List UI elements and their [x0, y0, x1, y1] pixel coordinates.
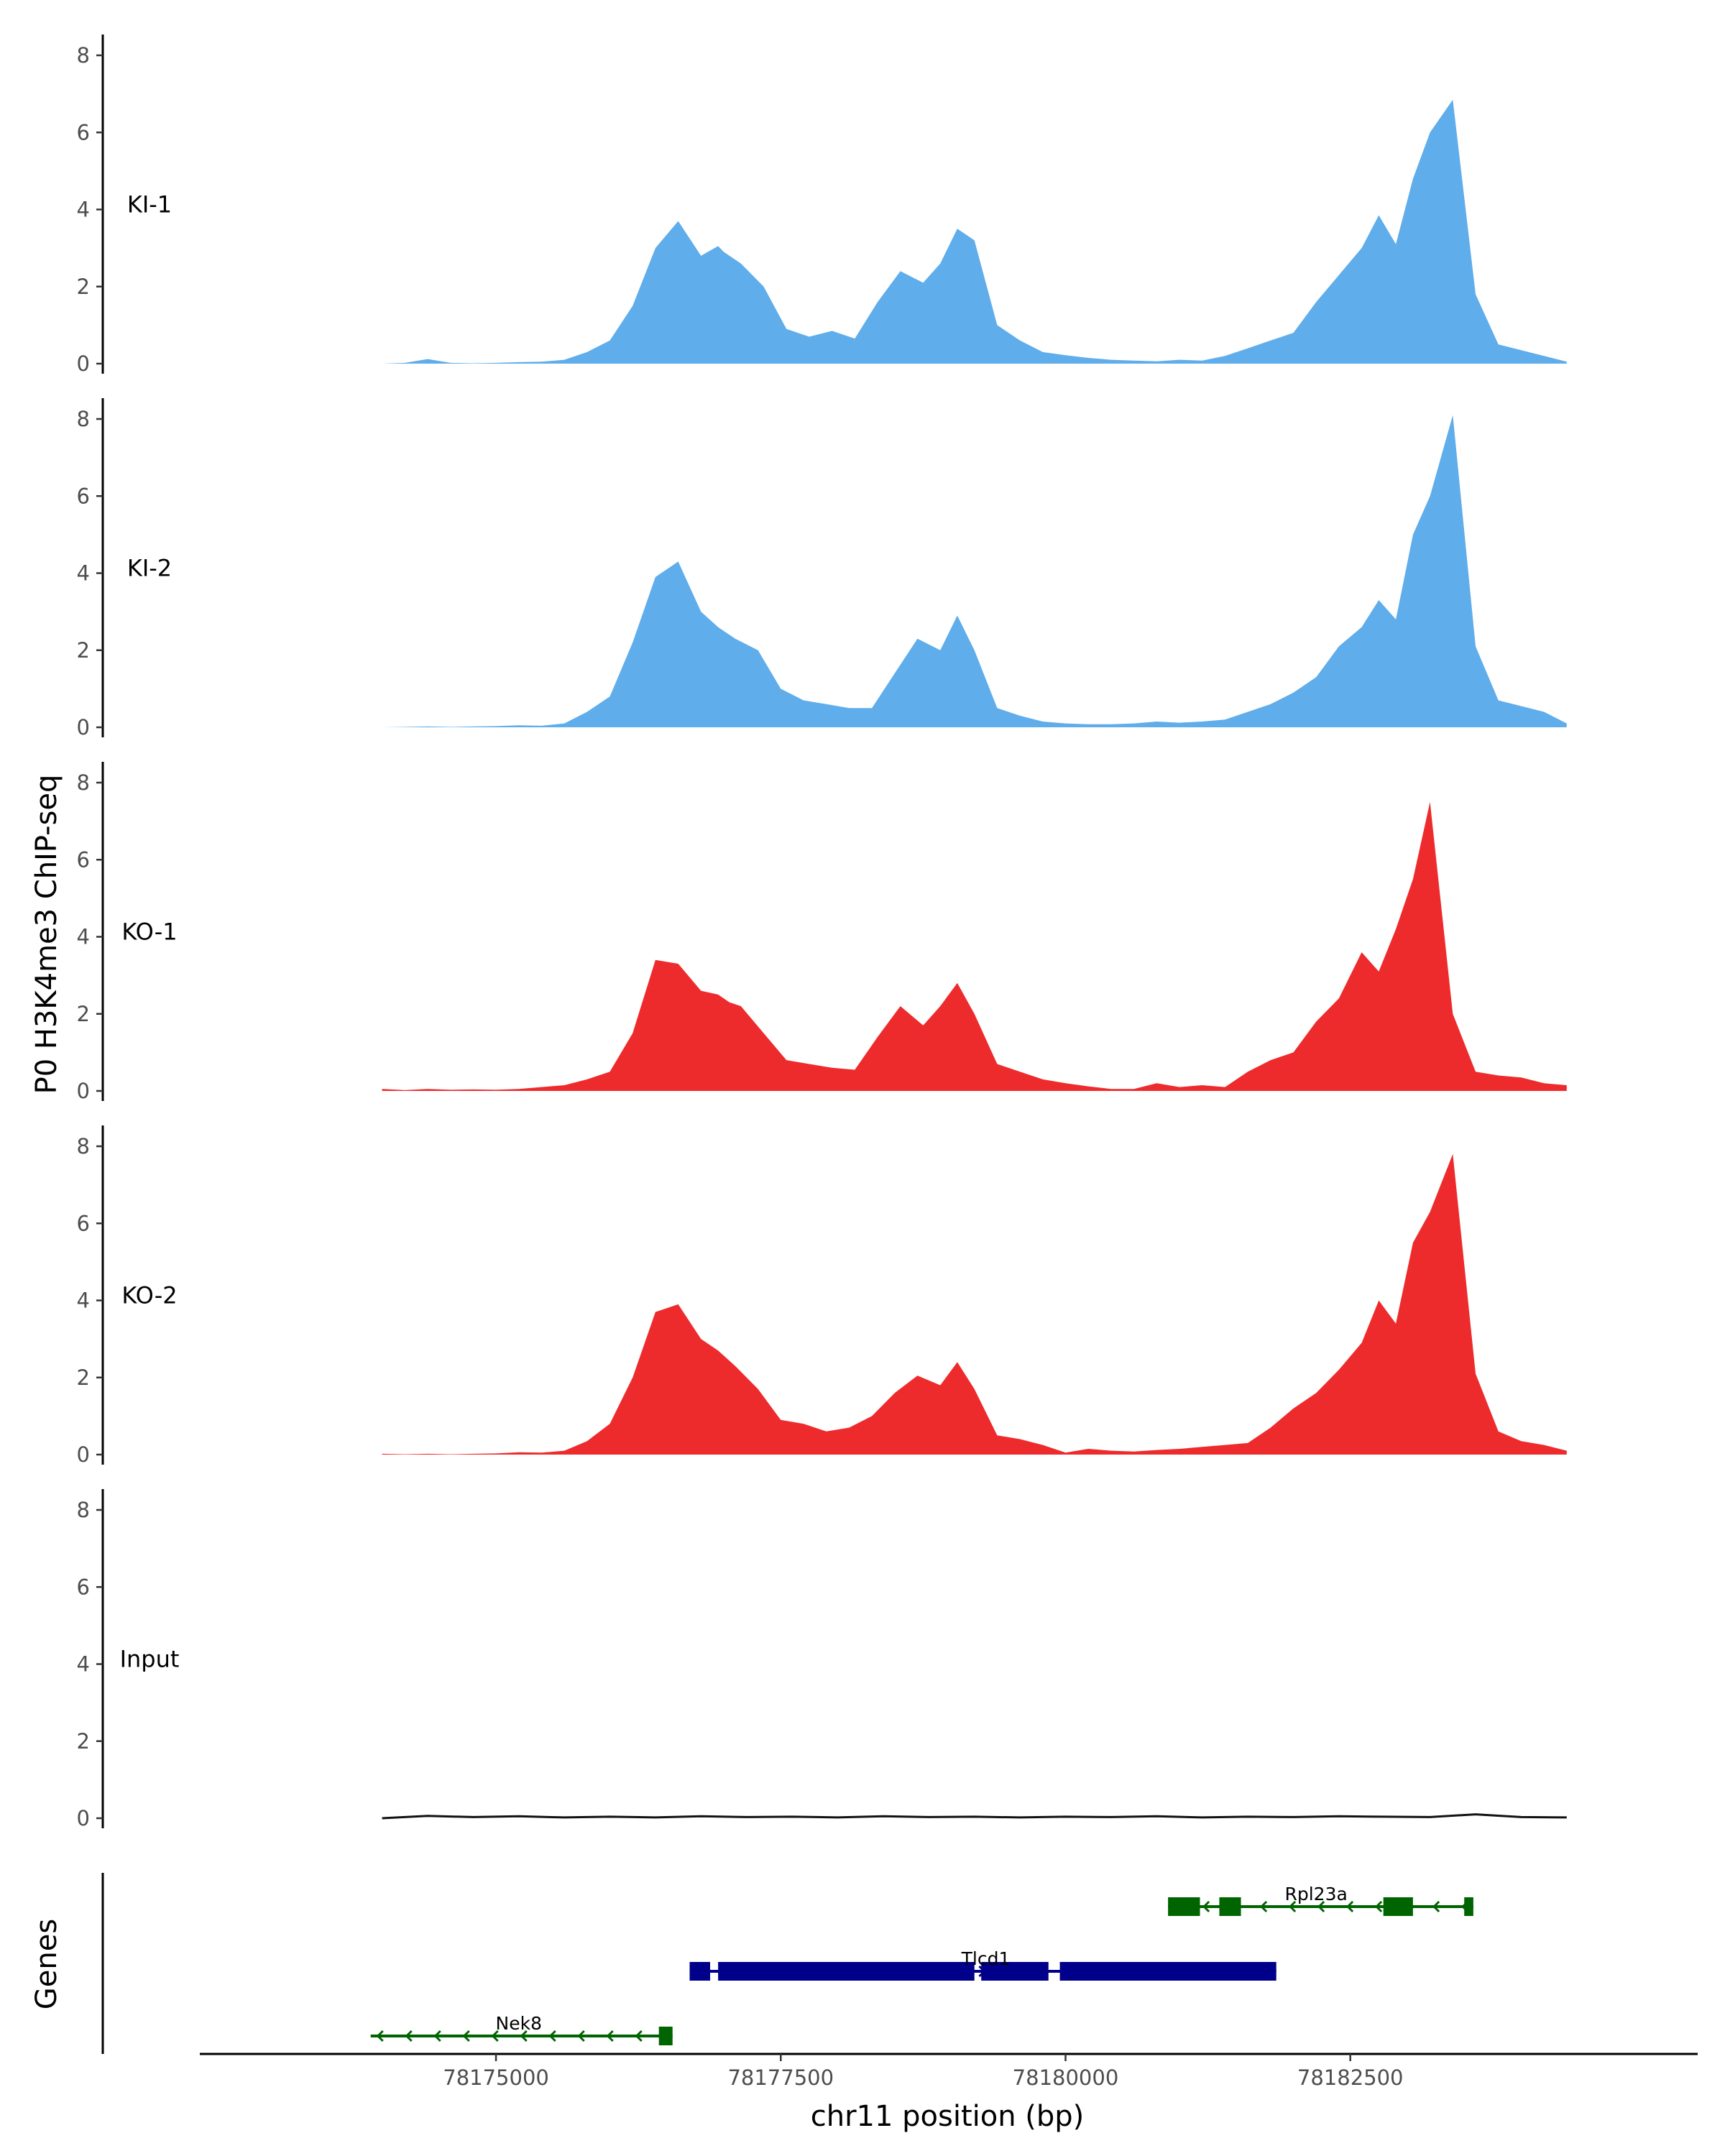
gene-exon: [689, 1962, 711, 1981]
y-tick-label: 0: [77, 1079, 90, 1103]
strand-arrow: [376, 2030, 384, 2042]
y-tick-label: 8: [77, 1498, 90, 1522]
y-tick-label: 6: [77, 1211, 90, 1235]
signal-line: [382, 1813, 1567, 1820]
y-tick-label: 8: [77, 1134, 90, 1158]
track-label: Input: [120, 1646, 180, 1673]
track-label: KI-2: [127, 555, 172, 582]
signal-area: [382, 415, 1567, 727]
strand-arrow: [433, 2030, 441, 2042]
strand-arrow: [548, 2030, 556, 2042]
strand-arrow: [635, 2030, 643, 2042]
signal-area: [382, 99, 1567, 364]
y-tick-label: 2: [77, 638, 90, 663]
y-tick-label: 4: [77, 1289, 90, 1313]
gene-label: Nek8: [496, 2013, 542, 2034]
track-label: KI-1: [127, 191, 172, 218]
y-tick-label: 2: [77, 275, 90, 299]
y-tick-label: 0: [77, 1442, 90, 1467]
strand-arrow: [577, 2030, 585, 2042]
gene-exon: [1059, 1962, 1276, 1981]
y-tick-label: 8: [77, 407, 90, 431]
gene-rpl23a: Rpl23a: [1168, 1884, 1473, 1916]
strand-arrow: [1317, 1900, 1325, 1913]
gene-exon: [718, 1962, 975, 1981]
strand-arrow: [606, 2030, 614, 2042]
y-tick-label: 6: [77, 120, 90, 144]
y-tick-label: 6: [77, 484, 90, 508]
track-ko-2: 0 2 4 6 8 KO-2: [77, 1125, 1567, 1467]
signal-tracks: 0 2 4 6 8 KI-1 0 2 4 6 8 KI-2 0 2 4 6 8 KO-1 0 2 4 6 8 KO-2 0 2 4 6…: [77, 34, 1567, 1830]
y-tick-label: 4: [77, 1652, 90, 1677]
y-tick-label: 6: [77, 1575, 90, 1599]
x-tick-label: 78182500: [1297, 2065, 1404, 2090]
gene-label: Tlcd1: [961, 1948, 1011, 1969]
track-label: KO-2: [121, 1282, 177, 1309]
x-tick-label: 78180000: [1013, 2065, 1119, 2090]
strand-arrow: [1374, 1900, 1383, 1913]
strand-arrow: [462, 2030, 470, 2042]
y-tick-label: 4: [77, 925, 90, 949]
y-tick-label: 8: [77, 43, 90, 68]
y-tick-label: 0: [77, 351, 90, 376]
y-tick-label: 0: [77, 1806, 90, 1830]
gene-tlcd1: Tlcd1: [689, 1948, 1276, 1981]
y-tick-label: 4: [77, 561, 90, 586]
gene-exon: [1464, 1897, 1473, 1916]
gene-label: Rpl23a: [1284, 1884, 1347, 1904]
y-axis-title: P0 H3K4me3 ChIP-seq: [30, 775, 63, 1095]
gene-exon: [1383, 1897, 1413, 1916]
track-ki-2: 0 2 4 6 8 KI-2: [77, 398, 1567, 740]
x-axis-title: chr11 position (bp): [811, 2100, 1085, 2133]
y-tick-label: 0: [77, 715, 90, 740]
strand-arrow: [520, 2030, 528, 2042]
strand-arrow: [1346, 1900, 1354, 1913]
gene-exon: [981, 1962, 1049, 1981]
strand-arrow: [1432, 1900, 1440, 1913]
strand-arrow: [405, 2030, 413, 2042]
gene-exon: [1168, 1897, 1200, 1916]
gene-exon: [1219, 1897, 1241, 1916]
genes-axis-title: Genes: [30, 1919, 63, 2009]
strand-arrow: [491, 2030, 499, 2042]
strand-arrow: [1202, 1900, 1210, 1913]
x-tick-label: 78175000: [443, 2065, 549, 2090]
track-input: 0 2 4 6 8 Input: [77, 1489, 1567, 1830]
strand-arrow: [1288, 1900, 1297, 1913]
gene-exon: [658, 2027, 673, 2045]
track-ko-1: 0 2 4 6 8 KO-1: [77, 762, 1567, 1103]
y-tick-label: 2: [77, 1002, 90, 1026]
y-tick-label: 8: [77, 770, 90, 795]
signal-area: [382, 1153, 1567, 1455]
y-tick-label: 2: [77, 1365, 90, 1390]
track-ki-1: 0 2 4 6 8 KI-1: [77, 34, 1567, 376]
y-tick-label: 2: [77, 1729, 90, 1754]
track-label: KO-1: [121, 918, 177, 946]
y-tick-label: 4: [77, 198, 90, 222]
y-tick-label: 6: [77, 847, 90, 872]
gene-annotation-panel: 78175000 78177500 78180000 78182500 Rpl23a Tl…: [101, 1873, 1698, 2090]
signal-area: [382, 801, 1567, 1091]
strand-arrow: [1259, 1900, 1268, 1913]
x-tick-label: 78177500: [727, 2065, 834, 2090]
gene-nek8: Nek8: [370, 2013, 673, 2045]
